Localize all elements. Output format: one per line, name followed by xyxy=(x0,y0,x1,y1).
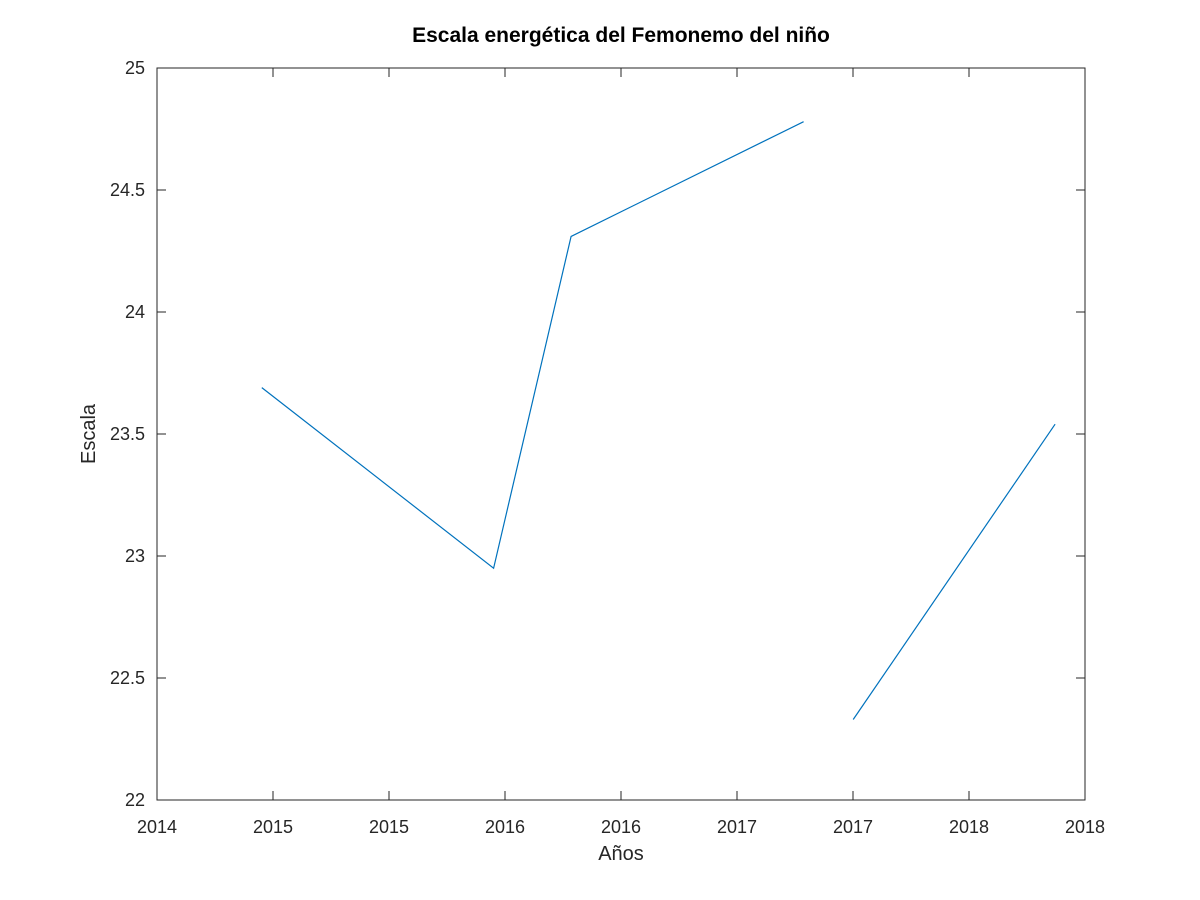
y-tick-label: 23 xyxy=(125,546,145,566)
y-tick-label: 25 xyxy=(125,58,145,78)
series-line-segment xyxy=(261,121,804,570)
x-tick-label: 2015 xyxy=(369,817,409,837)
y-tick-label: 23.5 xyxy=(110,424,145,444)
x-tick-label: 2018 xyxy=(949,817,989,837)
x-tick-label: 2015 xyxy=(253,817,293,837)
tick-layer: 22 22.5 23 23.5 24 24.5 25 2014 2015 2015 2016 2016… xyxy=(110,58,1105,837)
chart-title: Escala energética del Femonemo del niño xyxy=(412,24,830,47)
x-tick-label: 2016 xyxy=(485,817,525,837)
x-axis-label: Años xyxy=(598,843,644,865)
x-tick-label: 2014 xyxy=(137,817,177,837)
x-tick-label: 2017 xyxy=(717,817,757,837)
y-tick-label: 22 xyxy=(125,790,145,810)
axes-box xyxy=(156,67,1086,801)
x-tick-label: 2018 xyxy=(1065,817,1105,837)
y-axis-label: Escala xyxy=(78,403,100,464)
y-tick-label: 24 xyxy=(125,302,145,322)
plot-area xyxy=(157,68,1085,800)
y-tick-label: 22.5 xyxy=(110,668,145,688)
series-line-segment xyxy=(852,423,1056,720)
x-tick-label: 2017 xyxy=(833,817,873,837)
series-layer xyxy=(261,121,1056,720)
y-tick-label: 24.5 xyxy=(110,180,145,200)
x-tick-label: 2016 xyxy=(601,817,641,837)
